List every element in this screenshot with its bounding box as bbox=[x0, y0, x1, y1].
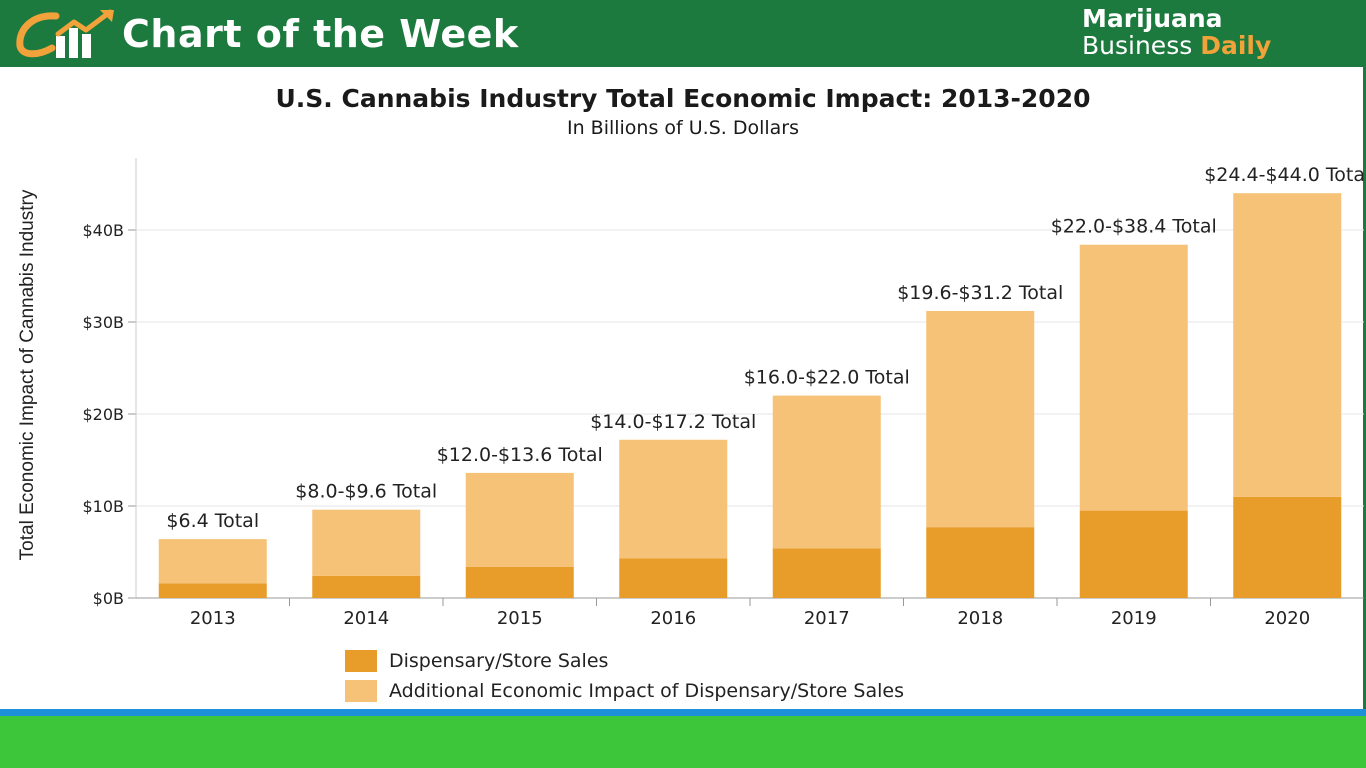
total-label-2019: $22.0-$38.4 Total bbox=[1051, 216, 1217, 238]
x-tick-label-2013: 2013 bbox=[190, 608, 236, 629]
y-tick-label: $10B bbox=[82, 497, 124, 516]
total-label-2014: $8.0-$9.6 Total bbox=[295, 481, 437, 503]
x-tick-label-2018: 2018 bbox=[957, 608, 1003, 629]
header-title: Chart of the Week bbox=[122, 12, 519, 56]
y-tick-label: $30B bbox=[82, 313, 124, 332]
legend-item-additional: Additional Economic Impact of Dispensary… bbox=[345, 676, 904, 706]
y-tick-label: $20B bbox=[82, 405, 124, 424]
header-banner: Chart of the Week Marijuana Business Dai… bbox=[0, 0, 1366, 67]
y-tick-label: $40B bbox=[82, 221, 124, 240]
x-tick-label-2016: 2016 bbox=[650, 608, 696, 629]
bar-2013-series-1 bbox=[158, 539, 267, 584]
bar-2019-series-0 bbox=[1079, 510, 1188, 598]
bar-2015-series-1 bbox=[465, 472, 574, 567]
bar-2017-series-0 bbox=[772, 548, 881, 598]
x-tick-label-2017: 2017 bbox=[804, 608, 850, 629]
legend-swatch-dispensary bbox=[345, 650, 377, 672]
bar-2016-series-1 bbox=[619, 439, 728, 559]
legend-item-dispensary: Dispensary/Store Sales bbox=[345, 646, 904, 676]
legend-swatch-additional bbox=[345, 680, 377, 702]
x-tick-label-2019: 2019 bbox=[1111, 608, 1157, 629]
chart-legend: Dispensary/Store Sales Additional Econom… bbox=[345, 646, 904, 706]
total-label-2013: $6.4 Total bbox=[166, 510, 259, 532]
bar-2020-series-1 bbox=[1233, 193, 1342, 497]
bar-2014-series-0 bbox=[312, 575, 421, 598]
x-tick-label-2015: 2015 bbox=[497, 608, 543, 629]
bar-2017-series-1 bbox=[772, 395, 881, 549]
bar-2020-series-0 bbox=[1233, 496, 1342, 598]
footer-blue-strip bbox=[0, 709, 1366, 716]
brand-daily: Daily bbox=[1200, 31, 1272, 60]
total-label-2017: $16.0-$22.0 Total bbox=[744, 367, 910, 389]
footer-banner bbox=[0, 716, 1366, 768]
chart-logo-icon bbox=[16, 9, 114, 58]
bar-2013-series-0 bbox=[158, 583, 267, 598]
bar-2014-series-1 bbox=[312, 509, 421, 576]
total-label-2020: $24.4-$44.0 Total bbox=[1204, 164, 1366, 186]
bar-2015-series-0 bbox=[465, 566, 574, 598]
chart-subtitle: In Billions of U.S. Dollars bbox=[566, 117, 800, 139]
total-label-2015: $12.0-$13.6 Total bbox=[437, 444, 603, 466]
x-tick-label-2020: 2020 bbox=[1264, 608, 1310, 629]
bar-2018-series-0 bbox=[926, 527, 1035, 598]
bar-2018-series-1 bbox=[926, 310, 1035, 528]
chart-title: U.S. Cannabis Industry Total Economic Im… bbox=[275, 84, 1091, 113]
legend-label-dispensary: Dispensary/Store Sales bbox=[389, 650, 609, 672]
bar-2016-series-0 bbox=[619, 558, 728, 598]
bar-chart: $0B $10B $20B $30B $40B $6.4 Total 2013 $8.0-$9… bbox=[82, 158, 1366, 629]
right-edge-border bbox=[1363, 67, 1366, 709]
legend-label-additional: Additional Economic Impact of Dispensary… bbox=[389, 680, 904, 702]
brand-name-line1: Marijuana bbox=[1082, 4, 1223, 33]
y-tick-label: $0B bbox=[93, 589, 124, 608]
brand-logo: Marijuana Business Daily bbox=[1082, 6, 1342, 60]
total-label-2016: $14.0-$17.2 Total bbox=[590, 411, 756, 433]
total-label-2018: $19.6-$31.2 Total bbox=[897, 282, 1063, 304]
brand-business: Business bbox=[1082, 31, 1193, 60]
x-tick-label-2014: 2014 bbox=[343, 608, 389, 629]
brand-name-line2: Business Daily bbox=[1082, 32, 1342, 60]
bar-2019-series-1 bbox=[1079, 244, 1188, 511]
